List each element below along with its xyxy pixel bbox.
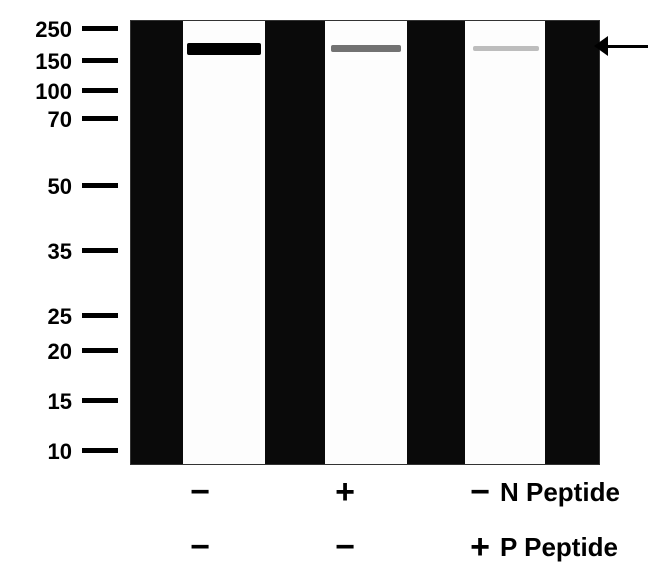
arrow-shaft [604, 45, 648, 48]
cond-row1-cell0: − [180, 528, 220, 567]
mw-label-25: 25 [0, 304, 72, 330]
mw-tick-250 [82, 26, 118, 31]
lane1_dark [131, 21, 183, 465]
cond-row0-cell0: − [180, 473, 220, 512]
mw-tick-150 [82, 58, 118, 63]
arrow-head-icon [594, 36, 608, 56]
lane4_light [325, 21, 407, 465]
cond-row1-cell1: − [325, 528, 365, 567]
mw-label-50: 50 [0, 174, 72, 200]
mw-label-15: 15 [0, 389, 72, 415]
mw-tick-25 [82, 313, 118, 318]
lane5_dark [407, 21, 465, 465]
mw-tick-20 [82, 348, 118, 353]
lane6_light [465, 21, 545, 465]
cond-row1-cell2: + [460, 528, 500, 567]
western-blot-figure: 25015010070503525201510 −+−N Peptide−−+P… [0, 0, 650, 586]
lane4_light-band-0 [331, 45, 401, 52]
cond-row0-cell2: − [460, 473, 500, 512]
cond-row0-label: N Peptide [500, 477, 620, 508]
mw-label-100: 100 [0, 79, 72, 105]
lane3_dark [265, 21, 325, 465]
mw-label-70: 70 [0, 107, 72, 133]
mw-tick-15 [82, 398, 118, 403]
mw-tick-50 [82, 183, 118, 188]
lane7_dark [545, 21, 600, 465]
lane2_light [183, 21, 265, 465]
mw-label-150: 150 [0, 49, 72, 75]
mw-tick-70 [82, 116, 118, 121]
mw-label-20: 20 [0, 339, 72, 365]
cond-row0-cell1: + [325, 473, 365, 512]
mw-label-10: 10 [0, 439, 72, 465]
mw-tick-10 [82, 448, 118, 453]
blot-image [130, 20, 600, 465]
mw-tick-100 [82, 88, 118, 93]
lane6_light-band-0 [473, 46, 539, 51]
mw-label-35: 35 [0, 239, 72, 265]
lane2_light-band-0 [187, 43, 261, 55]
cond-row1-label: P Peptide [500, 532, 618, 563]
mw-label-250: 250 [0, 17, 72, 43]
mw-tick-35 [82, 248, 118, 253]
